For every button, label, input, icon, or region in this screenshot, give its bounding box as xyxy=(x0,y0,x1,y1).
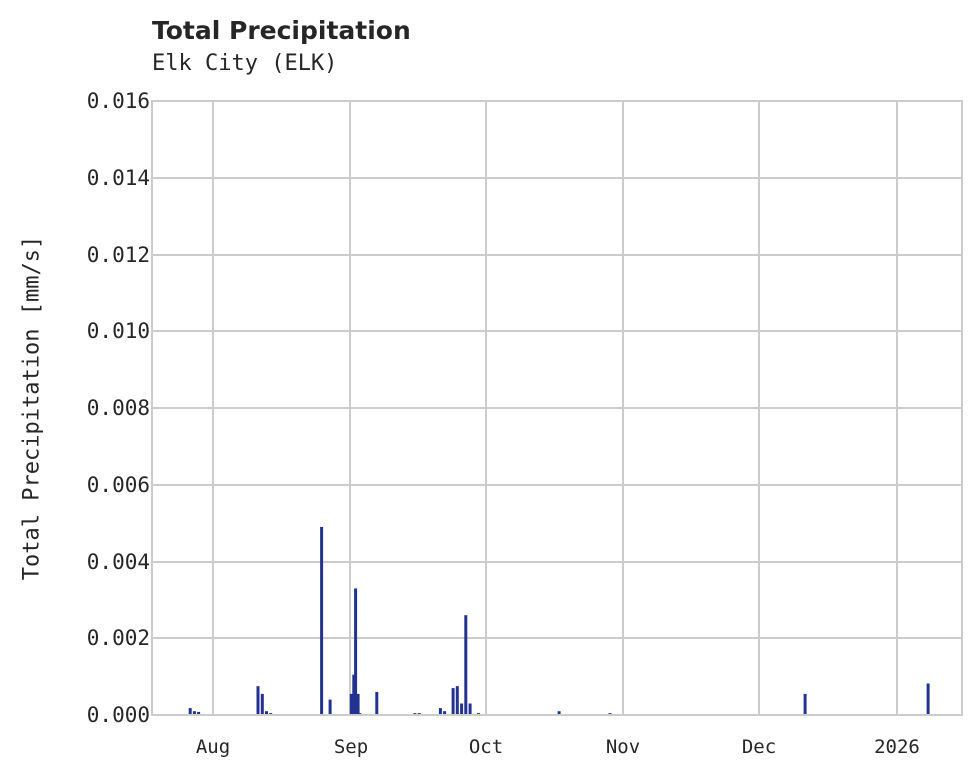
y-tick-label: 0.002 xyxy=(86,626,150,650)
precipitation-bar xyxy=(354,588,358,715)
y-tick-label: 0.016 xyxy=(86,89,150,113)
x-tick-label: Oct xyxy=(468,736,504,758)
x-tick-label: Dec xyxy=(741,736,777,758)
precipitation-bar xyxy=(464,615,468,715)
precipitation-bar xyxy=(557,711,561,715)
precipitation-bar xyxy=(803,693,807,715)
gridlines xyxy=(152,101,962,715)
plot-frame xyxy=(151,100,963,716)
precipitation-bar xyxy=(451,688,455,715)
x-tick-label: Aug xyxy=(195,736,231,758)
precipitation-bar xyxy=(375,692,379,715)
precipitation-bar xyxy=(926,683,930,715)
y-tick-label: 0.012 xyxy=(86,243,150,267)
precipitation-bar xyxy=(320,527,324,715)
precipitation-bar xyxy=(352,674,356,715)
y-tick-label: 0.000 xyxy=(86,703,150,727)
y-tick-label: 0.010 xyxy=(86,319,150,343)
precipitation-bar xyxy=(443,711,447,715)
precipitation-bar xyxy=(328,699,332,715)
precipitation-bar xyxy=(197,711,201,715)
precipitation-bar xyxy=(256,686,260,715)
precipitation-bar xyxy=(438,708,442,715)
x-tick-label: Sep xyxy=(333,736,369,758)
y-tick-label: 0.008 xyxy=(86,396,150,420)
precipitation-bar xyxy=(349,693,353,715)
precipitation-bar xyxy=(260,693,264,715)
precipitation-bar xyxy=(455,686,459,715)
precipitation-bar xyxy=(192,711,196,715)
precipitation-bars xyxy=(188,527,930,715)
y-tick-label: 0.006 xyxy=(86,473,150,497)
precipitation-bar xyxy=(356,693,360,715)
chart-subtitle: Elk City (ELK) xyxy=(152,51,338,76)
x-tick-label: Nov xyxy=(605,736,641,758)
precipitation-bar xyxy=(188,708,192,715)
chart-title: Total Precipitation xyxy=(152,16,411,45)
precipitation-bar xyxy=(468,703,472,715)
precipitation-bar xyxy=(460,703,464,715)
precipitation-bar xyxy=(265,711,268,715)
x-tick-label: 2026 xyxy=(874,736,920,758)
y-tick-label: 0.014 xyxy=(86,166,150,190)
y-tick-label: 0.004 xyxy=(86,550,150,574)
